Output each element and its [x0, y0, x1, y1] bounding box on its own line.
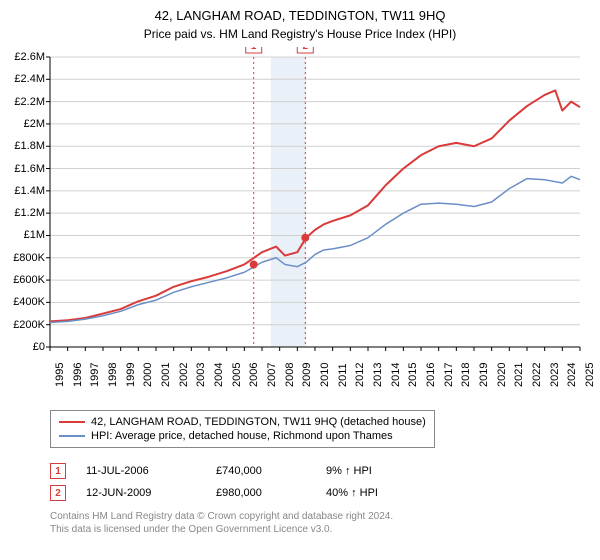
x-tick-label: 1999 — [125, 363, 137, 387]
x-tick-label: 1998 — [107, 363, 119, 387]
page-subtitle: Price paid vs. HM Land Registry's House … — [0, 23, 600, 47]
marker-price: £980,000 — [216, 487, 306, 499]
x-tick-label: 2009 — [301, 363, 313, 387]
x-tick-label: 2023 — [549, 363, 561, 387]
legend: 42, LANGHAM ROAD, TEDDINGTON, TW11 9HQ (… — [50, 410, 435, 448]
x-tick-label: 2005 — [231, 363, 243, 387]
marker-date: 12-JUN-2009 — [86, 487, 196, 499]
y-tick-label: £800K — [13, 252, 45, 264]
page-title: 42, LANGHAM ROAD, TEDDINGTON, TW11 9HQ — [0, 0, 600, 23]
x-tick-label: 2016 — [425, 363, 437, 387]
marker-row: 2 12-JUN-2009 £980,000 40% ↑ HPI — [50, 482, 426, 504]
y-tick-label: £2.6M — [14, 51, 45, 63]
y-tick-label: £200K — [13, 319, 45, 331]
x-tick-label: 2000 — [142, 363, 154, 387]
y-tick-label: £2.2M — [14, 96, 45, 108]
x-tick-label: 2021 — [513, 363, 525, 387]
x-tick-label: 2011 — [337, 363, 349, 387]
x-tick-label: 2015 — [407, 363, 419, 387]
y-tick-label: £2.4M — [14, 73, 45, 85]
svg-text:2: 2 — [303, 47, 309, 52]
x-tick-label: 2006 — [248, 363, 260, 387]
marker-price: £740,000 — [216, 465, 306, 477]
y-tick-label: £1.4M — [14, 185, 45, 197]
x-tick-label: 2020 — [496, 363, 508, 387]
legend-item: HPI: Average price, detached house, Rich… — [59, 429, 426, 443]
y-tick-label: £400K — [13, 296, 45, 308]
footer: Contains HM Land Registry data © Crown c… — [50, 510, 393, 536]
x-tick-label: 2013 — [372, 363, 384, 387]
x-tick-label: 2014 — [390, 363, 402, 387]
marker-hpi-delta: 9% ↑ HPI — [326, 465, 426, 477]
x-tick-label: 2012 — [354, 363, 366, 387]
y-tick-label: £0 — [33, 341, 45, 353]
x-tick-label: 2002 — [178, 363, 190, 387]
svg-text:1: 1 — [251, 47, 257, 52]
y-tick-label: £1.6M — [14, 163, 45, 175]
marker-row: 1 11-JUL-2006 £740,000 9% ↑ HPI — [50, 460, 426, 482]
chart-region: 12 £0£200K£400K£600K£800K£1M£1.2M£1.4M£1… — [0, 47, 600, 407]
x-tick-label: 1997 — [89, 363, 101, 387]
x-tick-label: 1995 — [54, 363, 66, 387]
marker-num: 2 — [55, 488, 61, 499]
y-tick-label: £1.8M — [14, 140, 45, 152]
x-tick-label: 2025 — [584, 363, 596, 387]
x-tick-label: 2024 — [566, 363, 578, 387]
legend-swatch — [59, 435, 85, 437]
marker-date: 11-JUL-2006 — [86, 465, 196, 477]
y-tick-label: £600K — [13, 274, 45, 286]
marker-box-icon: 1 — [50, 463, 66, 479]
legend-label: HPI: Average price, detached house, Rich… — [91, 430, 393, 442]
x-tick-label: 2017 — [443, 363, 455, 387]
y-tick-label: £1M — [24, 229, 45, 241]
legend-label: 42, LANGHAM ROAD, TEDDINGTON, TW11 9HQ (… — [91, 416, 426, 428]
x-tick-label: 2003 — [195, 363, 207, 387]
x-tick-label: 2022 — [531, 363, 543, 387]
footer-line: Contains HM Land Registry data © Crown c… — [50, 510, 393, 523]
x-tick-label: 2001 — [160, 363, 172, 387]
x-tick-label: 2019 — [478, 363, 490, 387]
legend-item: 42, LANGHAM ROAD, TEDDINGTON, TW11 9HQ (… — [59, 415, 426, 429]
page: 42, LANGHAM ROAD, TEDDINGTON, TW11 9HQ P… — [0, 0, 600, 560]
x-tick-label: 2008 — [284, 363, 296, 387]
marker-hpi-delta: 40% ↑ HPI — [326, 487, 426, 499]
markers-table: 1 11-JUL-2006 £740,000 9% ↑ HPI 2 12-JUN… — [50, 460, 426, 504]
x-tick-label: 2010 — [319, 363, 331, 387]
x-tick-label: 2018 — [460, 363, 472, 387]
marker-box-icon: 2 — [50, 485, 66, 501]
x-tick-label: 2004 — [213, 363, 225, 387]
marker-num: 1 — [55, 466, 61, 477]
y-tick-label: £1.2M — [14, 207, 45, 219]
price-chart: 12 — [0, 47, 600, 407]
footer-line: This data is licensed under the Open Gov… — [50, 523, 393, 536]
x-tick-label: 1996 — [72, 363, 84, 387]
x-tick-label: 2007 — [266, 363, 278, 387]
y-tick-label: £2M — [24, 118, 45, 130]
legend-swatch — [59, 421, 85, 423]
